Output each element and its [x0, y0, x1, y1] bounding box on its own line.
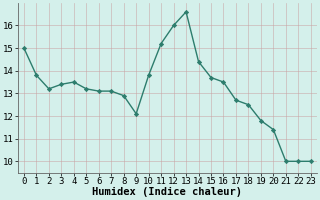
X-axis label: Humidex (Indice chaleur): Humidex (Indice chaleur): [92, 187, 242, 197]
